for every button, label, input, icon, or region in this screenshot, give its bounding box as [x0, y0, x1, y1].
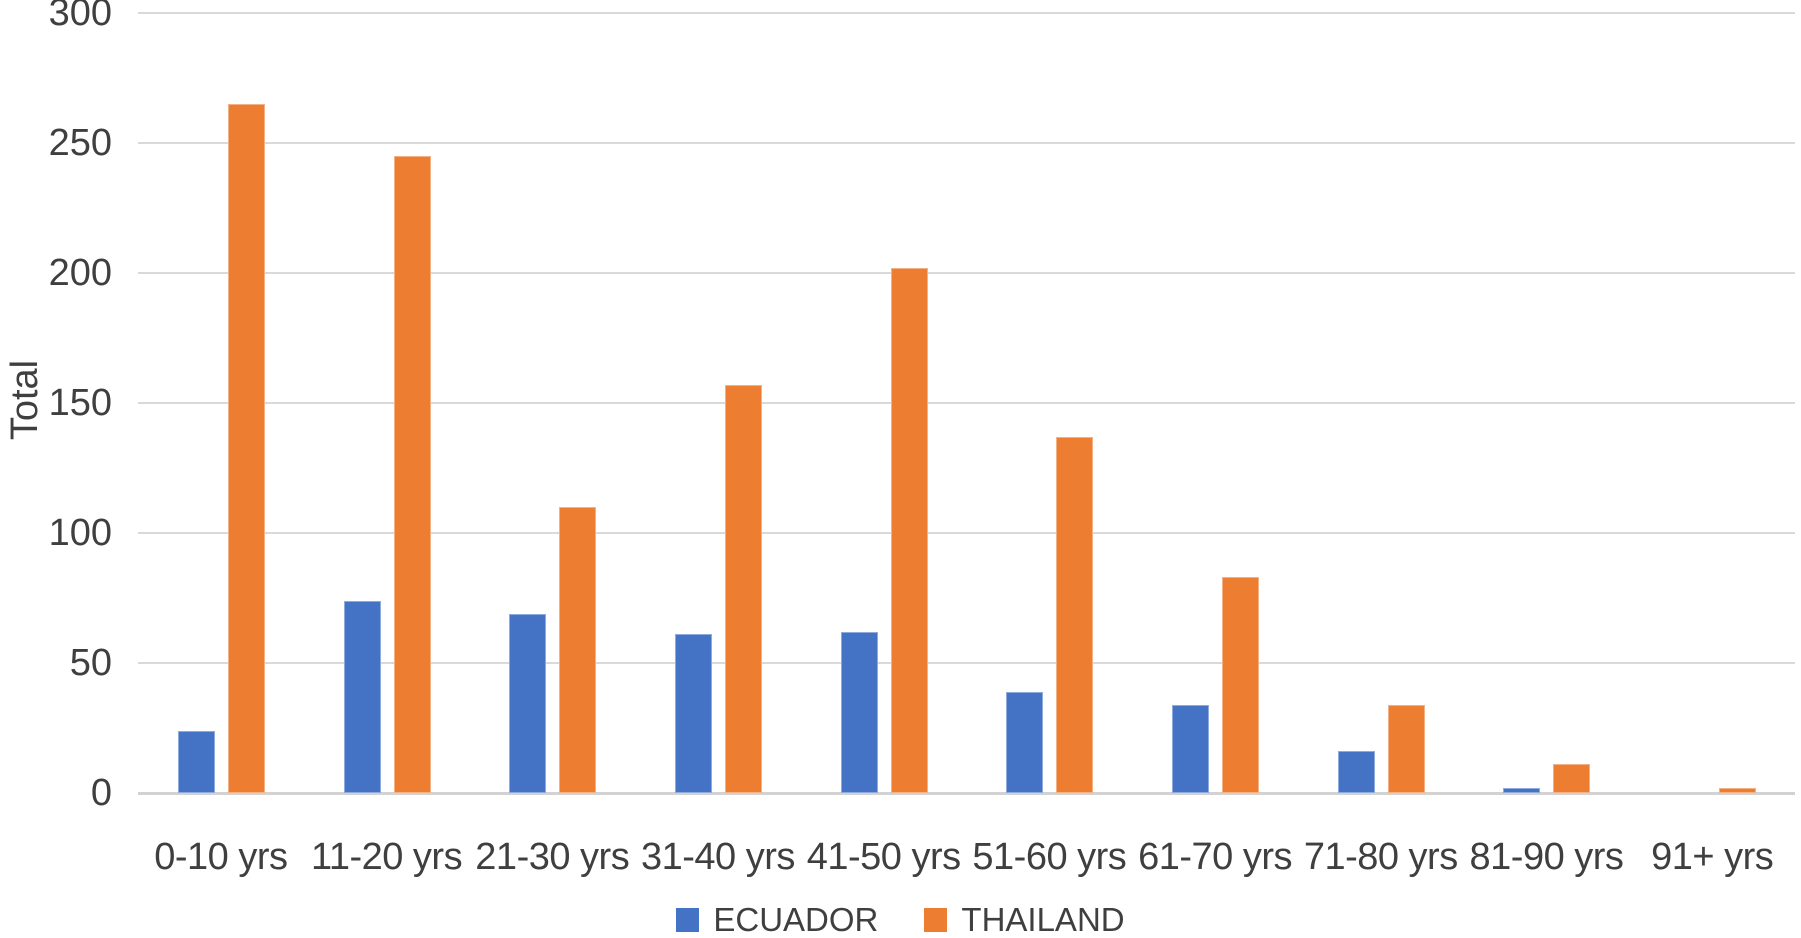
gridline-0 — [138, 792, 1795, 795]
y-tick-label-50: 50 — [69, 642, 112, 684]
bar-group-41-50-yrs — [801, 13, 967, 793]
x-tick-label-11-20-yrs: 11-20 yrs — [311, 836, 463, 878]
bar-group-91+-yrs — [1629, 13, 1795, 793]
bar-thailand-0-10-yrs — [227, 104, 265, 793]
bar-ecuador-61-70-yrs — [1172, 704, 1210, 793]
bar-thailand-91+-yrs — [1719, 787, 1757, 793]
x-tick-label-0-10-yrs: 0-10 yrs — [154, 836, 288, 878]
y-tick-label-100: 100 — [48, 512, 112, 554]
bar-thailand-81-90-yrs — [1553, 764, 1591, 793]
bar-ecuador-31-40-yrs — [674, 634, 712, 793]
bar-group-11-20-yrs — [304, 13, 470, 793]
legend-label-thailand: THAILAND — [961, 901, 1125, 938]
gridline-300 — [138, 12, 1795, 14]
x-tick-label-51-60-yrs: 51-60 yrs — [972, 836, 1127, 878]
x-tick-label-81-90-yrs: 81-90 yrs — [1469, 836, 1624, 878]
y-tick-label-250: 250 — [48, 122, 112, 164]
legend-label-ecuador: ECUADOR — [713, 901, 879, 938]
y-tick-label-0: 0 — [90, 772, 112, 814]
x-tick-label-41-50-yrs: 41-50 yrs — [806, 836, 961, 878]
x-tick-label-71-80-yrs: 71-80 yrs — [1303, 836, 1458, 878]
legend-item-thailand: THAILAND — [924, 901, 1125, 938]
bar-thailand-71-80-yrs — [1387, 704, 1425, 793]
x-tick-label-91+-yrs: 91+ yrs — [1651, 836, 1774, 878]
y-tick-label-200: 200 — [48, 252, 112, 294]
bar-group-61-70-yrs — [1132, 13, 1298, 793]
gridline-100 — [138, 532, 1795, 534]
x-axis-tick-labels: 0-10 yrs 11-20 yrs 21-30 yrs 31-40 yrs 41-50… — [138, 836, 1795, 879]
legend: ECUADOR THAILAND — [0, 901, 1801, 938]
bar-group-71-80-yrs — [1298, 13, 1464, 793]
legend-item-ecuador: ECUADOR — [676, 901, 878, 938]
bar-ecuador-0-10-yrs — [177, 730, 215, 793]
bar-group-81-90-yrs — [1464, 13, 1630, 793]
gridline-250 — [138, 142, 1795, 144]
bar-thailand-41-50-yrs — [890, 267, 928, 793]
bar-ecuador-51-60-yrs — [1006, 691, 1044, 793]
bar-group-31-40-yrs — [635, 13, 801, 793]
ecuador-swatch-icon — [676, 908, 700, 932]
bar-group-0-10-yrs — [138, 13, 304, 793]
bar-thailand-61-70-yrs — [1222, 577, 1260, 793]
gridline-150 — [138, 402, 1795, 404]
bar-group-21-30-yrs — [469, 13, 635, 793]
thailand-swatch-icon — [924, 908, 948, 932]
bar-ecuador-81-90-yrs — [1503, 787, 1541, 793]
bar-ecuador-11-20-yrs — [343, 600, 381, 793]
bar-ecuador-41-50-yrs — [840, 631, 878, 793]
bar-ecuador-71-80-yrs — [1337, 751, 1375, 793]
gridline-200 — [138, 272, 1795, 274]
x-tick-label-31-40-yrs: 31-40 yrs — [641, 836, 795, 878]
bar-thailand-11-20-yrs — [393, 156, 431, 793]
x-tick-label-21-30-yrs: 21-30 yrs — [475, 836, 630, 878]
bar-groups — [138, 13, 1795, 793]
bar-ecuador-21-30-yrs — [509, 613, 547, 793]
plot-area — [138, 12, 1795, 795]
bar-thailand-21-30-yrs — [559, 507, 597, 793]
y-tick-label-300: 300 — [48, 0, 112, 34]
x-tick-label-61-70-yrs: 61-70 yrs — [1138, 836, 1293, 878]
gridline-50 — [138, 662, 1795, 664]
bar-thailand-51-60-yrs — [1056, 436, 1094, 793]
bar-thailand-31-40-yrs — [724, 384, 762, 793]
y-tick-label-150: 150 — [48, 382, 112, 424]
bar-group-51-60-yrs — [967, 13, 1133, 793]
